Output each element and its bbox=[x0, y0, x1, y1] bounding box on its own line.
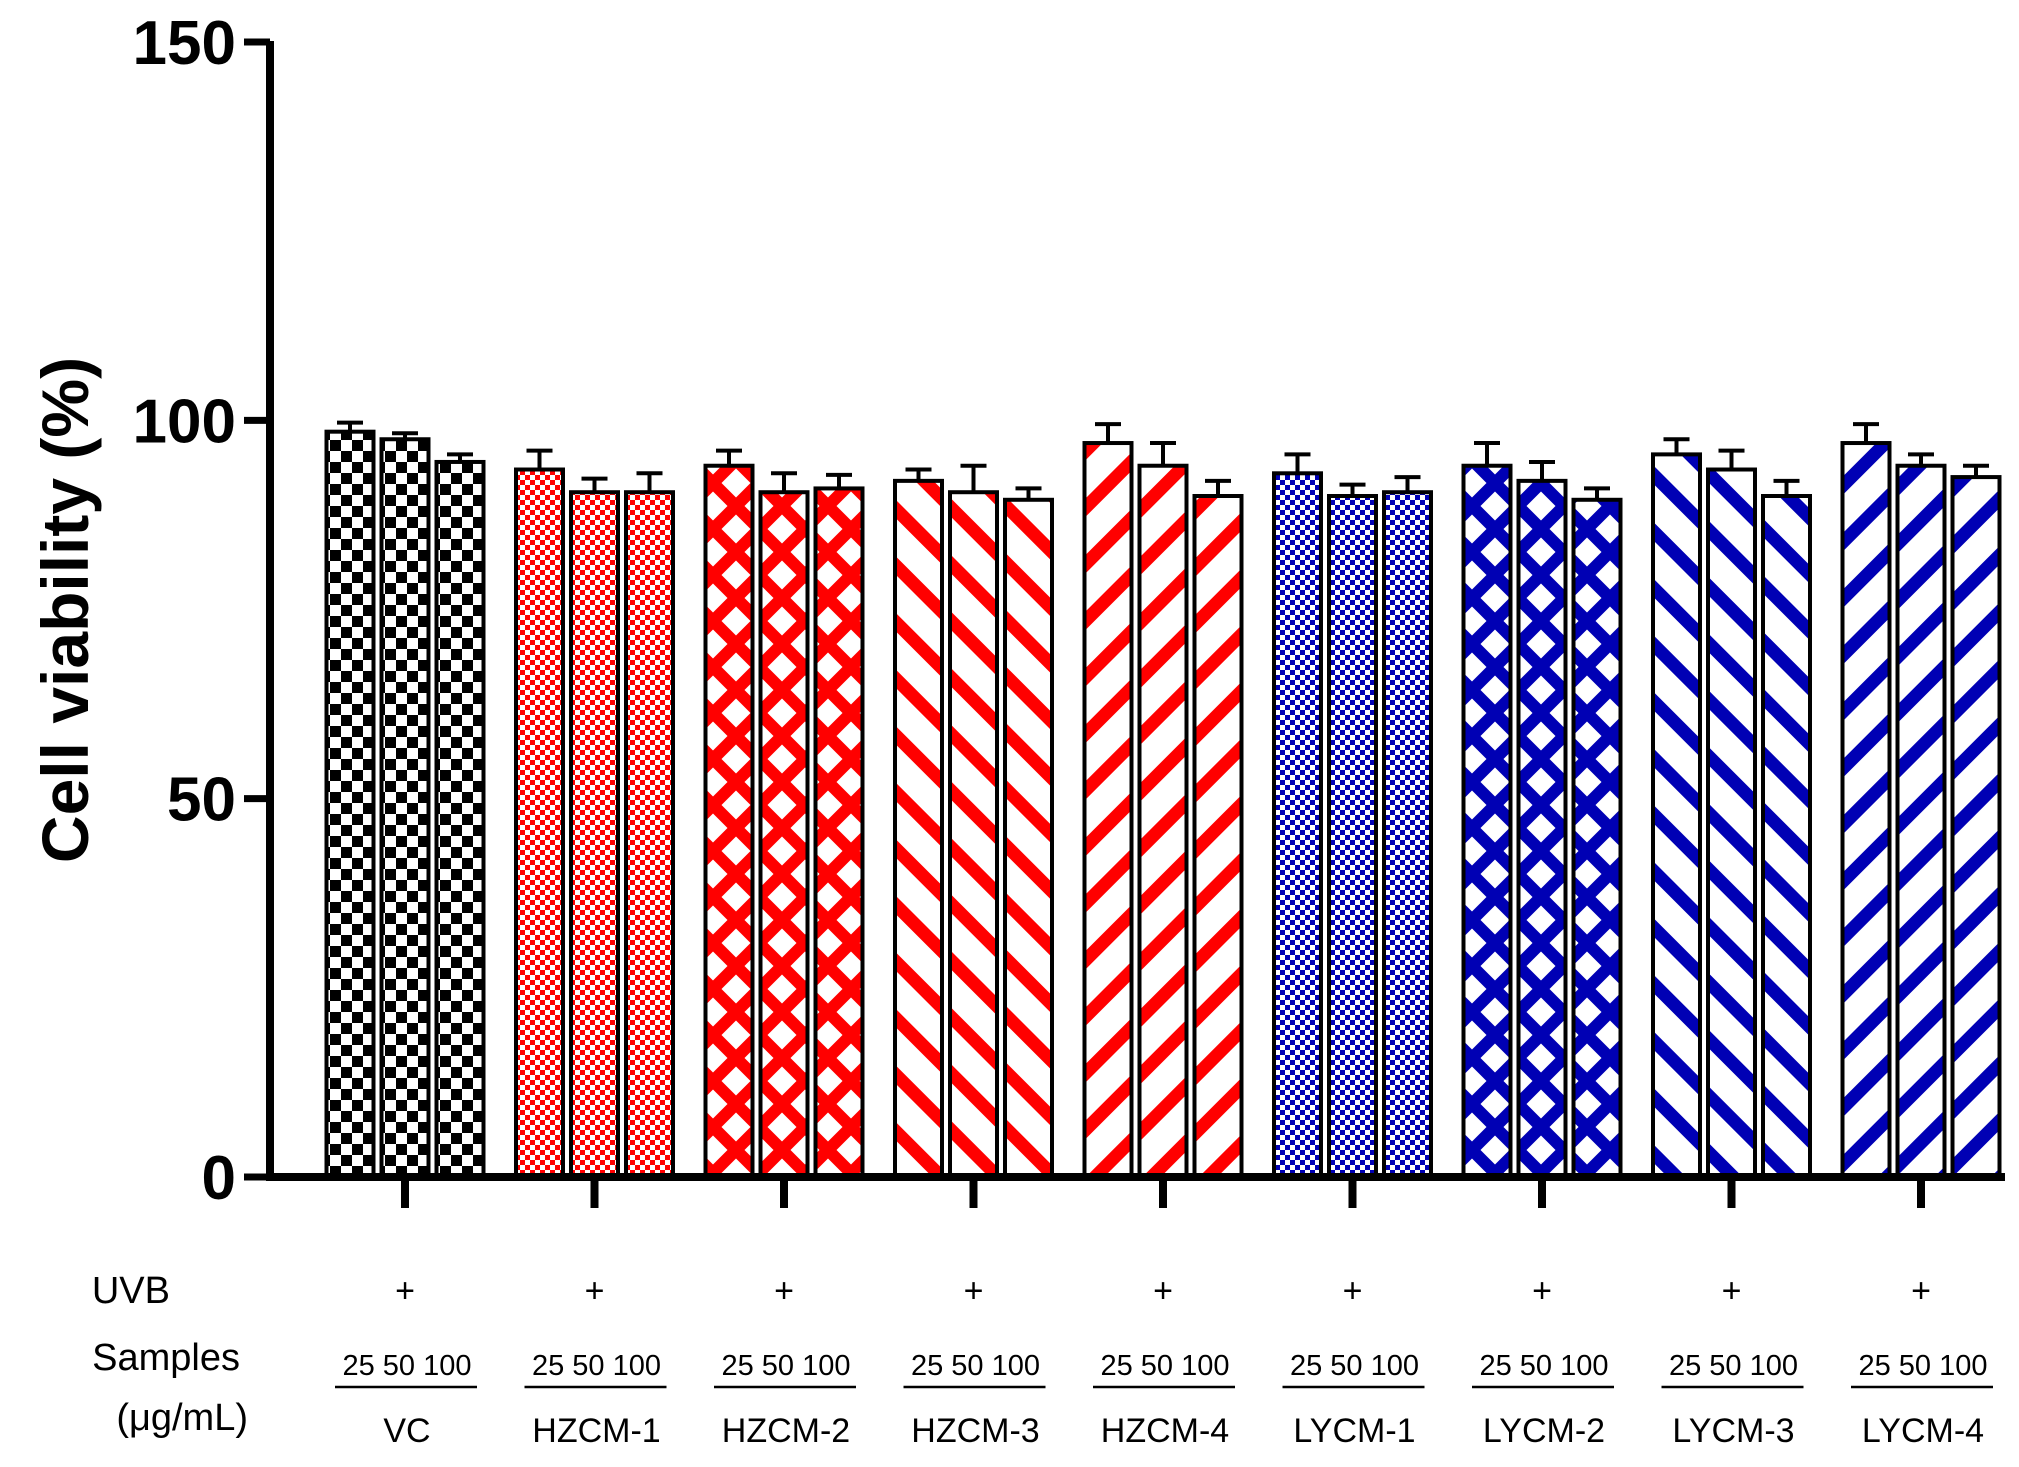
bar bbox=[1382, 490, 1433, 1179]
bar bbox=[1327, 494, 1378, 1179]
uvb-plus-mark: + bbox=[1532, 1272, 1552, 1310]
bars-layer bbox=[324, 420, 2002, 1180]
concentration-labels: 25 50 100 bbox=[721, 1350, 850, 1382]
bar bbox=[1082, 441, 1134, 1179]
group-label: VC bbox=[383, 1412, 430, 1450]
uvb-plus-mark: + bbox=[585, 1272, 605, 1310]
uvb-row-label: UVB bbox=[92, 1270, 170, 1312]
uvb-plus-mark: + bbox=[1343, 1272, 1363, 1310]
bar bbox=[1003, 497, 1054, 1179]
bar bbox=[434, 459, 486, 1179]
bar bbox=[324, 429, 376, 1179]
concentration-labels: 25 50 100 bbox=[1290, 1350, 1419, 1382]
bar bbox=[1461, 463, 1513, 1179]
bar bbox=[1950, 475, 2002, 1180]
uvb-plus-mark: + bbox=[1722, 1272, 1742, 1310]
bar bbox=[1571, 497, 1623, 1179]
bar bbox=[703, 463, 755, 1179]
concentration-labels: 25 50 100 bbox=[1858, 1350, 1987, 1382]
bar bbox=[624, 490, 675, 1179]
bar bbox=[1706, 467, 1757, 1179]
group-label: LYCM-3 bbox=[1672, 1412, 1794, 1450]
group-label: LYCM-4 bbox=[1862, 1412, 1984, 1450]
uvb-plus-mark: + bbox=[1153, 1272, 1173, 1310]
bar bbox=[379, 437, 431, 1179]
labels-layer: 0 50 100 150 Cell viability (%) UVB Samples (μg… bbox=[28, 9, 1993, 1450]
bar bbox=[1761, 494, 1812, 1179]
y-tick-label: 0 bbox=[202, 1144, 236, 1213]
uvb-plus-mark: + bbox=[964, 1272, 984, 1310]
group-label: HZCM-1 bbox=[532, 1412, 660, 1450]
bar bbox=[758, 490, 810, 1179]
samples-unit-label: (μg/mL) bbox=[116, 1397, 248, 1439]
y-axis-title: Cell viability (%) bbox=[28, 357, 102, 863]
bar bbox=[1651, 452, 1702, 1179]
y-tick-label: 100 bbox=[133, 387, 236, 456]
y-tick-label: 50 bbox=[167, 766, 236, 835]
bar bbox=[1895, 463, 1947, 1179]
uvb-plus-mark: + bbox=[395, 1272, 415, 1310]
concentration-labels: 25 50 100 bbox=[1479, 1350, 1608, 1382]
bar bbox=[1272, 471, 1323, 1179]
concentration-labels: 25 50 100 bbox=[1669, 1350, 1798, 1382]
bar bbox=[1516, 478, 1568, 1180]
concentration-labels: 25 50 100 bbox=[1100, 1350, 1229, 1382]
bar bbox=[569, 490, 620, 1179]
bar bbox=[948, 490, 999, 1179]
group-label: HZCM-3 bbox=[911, 1412, 1039, 1450]
concentration-labels: 25 50 100 bbox=[532, 1350, 661, 1382]
group-label: LYCM-2 bbox=[1483, 1412, 1605, 1450]
bar bbox=[514, 467, 565, 1179]
samples-row-label: Samples bbox=[92, 1337, 240, 1379]
uvb-plus-mark: + bbox=[774, 1272, 794, 1310]
uvb-plus-mark: + bbox=[1911, 1272, 1931, 1310]
concentration-labels: 25 50 100 bbox=[342, 1350, 471, 1382]
group-label: HZCM-4 bbox=[1101, 1412, 1229, 1450]
bar bbox=[813, 486, 865, 1179]
axes-layer bbox=[244, 38, 2005, 1208]
bar bbox=[1137, 463, 1189, 1179]
bar bbox=[1192, 494, 1244, 1179]
bar bbox=[893, 478, 944, 1180]
bar bbox=[1840, 441, 1892, 1179]
group-label: HZCM-2 bbox=[722, 1412, 850, 1450]
group-label: LYCM-1 bbox=[1293, 1412, 1415, 1450]
concentration-labels: 25 50 100 bbox=[911, 1350, 1040, 1382]
y-tick-label: 150 bbox=[133, 9, 236, 78]
